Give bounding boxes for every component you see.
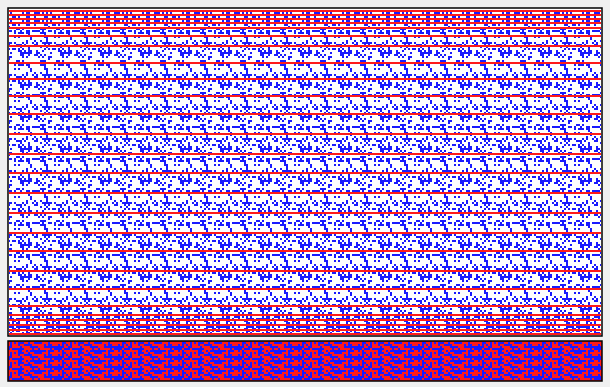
dot-band — [9, 98, 601, 106]
dot-band — [9, 218, 601, 226]
red-line — [9, 329, 601, 331]
red-line — [9, 324, 601, 326]
dot-band — [9, 178, 601, 186]
dot-band — [9, 362, 601, 372]
red-line — [9, 333, 601, 335]
bottom-panel — [8, 341, 602, 381]
red-line — [9, 22, 601, 24]
dot-band — [9, 258, 601, 266]
dot-band — [9, 298, 601, 306]
dot-band — [9, 242, 601, 250]
dot-band — [9, 202, 601, 210]
red-line — [9, 212, 601, 214]
red-line — [9, 270, 601, 272]
dot-band — [9, 114, 601, 122]
dot-band — [9, 66, 601, 74]
screenshot — [0, 0, 610, 387]
dot-band — [9, 146, 601, 154]
dot-band — [9, 138, 601, 146]
dot-band — [9, 372, 601, 380]
red-line — [9, 62, 601, 64]
top-panel — [8, 8, 602, 336]
dot-band — [9, 290, 601, 298]
dot-band — [9, 342, 601, 352]
red-line — [9, 172, 601, 174]
red-line — [9, 232, 601, 234]
red-line — [9, 288, 601, 290]
dot-band — [9, 122, 601, 130]
red-line — [9, 78, 601, 80]
dot-band — [9, 162, 601, 170]
red-line — [9, 14, 601, 16]
red-line — [9, 133, 601, 135]
page: (() => { JSON.parse(document.getElementB… — [0, 0, 610, 387]
red-line — [9, 314, 601, 316]
dot-band — [9, 154, 601, 162]
red-line — [9, 35, 601, 37]
dot-band — [9, 82, 601, 90]
red-line — [9, 153, 601, 155]
red-line — [9, 10, 601, 12]
dot-band — [9, 306, 601, 314]
red-line — [9, 18, 601, 20]
dot-band — [9, 234, 601, 242]
red-line — [9, 250, 601, 252]
dot-band — [9, 50, 601, 58]
red-line — [9, 95, 601, 97]
red-line — [9, 113, 601, 115]
red-line — [9, 319, 601, 321]
red-line — [9, 27, 601, 29]
red-line — [9, 305, 601, 307]
red-line — [9, 45, 601, 47]
dot-band — [9, 274, 601, 282]
dot-band — [9, 352, 601, 362]
dot-band — [9, 106, 601, 114]
red-line — [9, 192, 601, 194]
dot-band — [9, 194, 601, 202]
